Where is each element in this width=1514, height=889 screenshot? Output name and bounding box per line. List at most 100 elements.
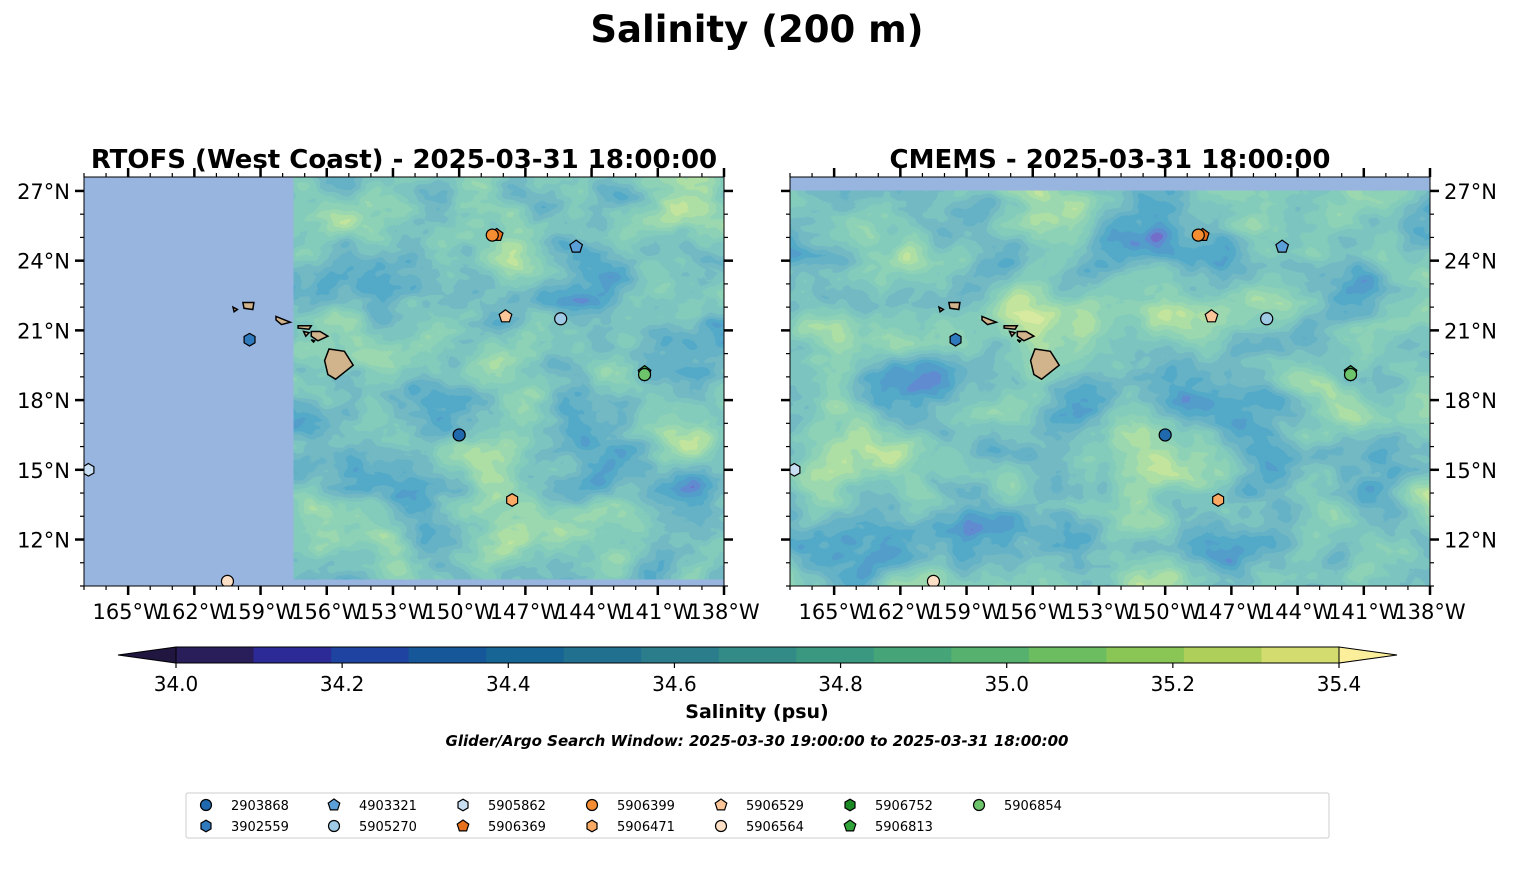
x-tick-label: 165°W [798,600,870,624]
x-tick-label: 162°W [159,600,231,624]
x-tick-label: 159°W [225,600,297,624]
x-tick-label: 162°W [865,600,937,624]
colorbar-segment [951,647,1030,663]
legend-label: 4903321 [359,799,417,814]
legend-marker-2903868 [199,798,213,812]
float-marker-5905270 [1260,312,1274,326]
colorbar: 34.0 34.2 34.4 34.6 34.8 35.0 35.2 35.4 [117,646,1398,696]
legend-marker-5906529 [714,798,728,811]
float-marker-5906471 [506,493,519,507]
legend-marker-5905862 [457,798,469,812]
x-tick-label: 165°W [92,600,164,624]
legend-label: 5906471 [617,820,675,835]
colorbar-tick-label: 34.0 [154,672,199,696]
colorbar-label: Salinity (psu) [685,701,828,723]
x-tick-label: 153°W [357,600,429,624]
legend-label: 5906564 [746,820,804,835]
island-land [1016,330,1036,342]
panel-cmems: CMEMS - 2025-03-31 18:00:00 165°W162°W159… [781,145,1497,624]
float-marker-5906399 [1191,228,1205,242]
float-marker-5906529 [498,309,513,323]
legend-marker-5906813 [843,819,857,832]
legend-marker-3902559 [200,819,212,833]
colorbar-segment [1183,647,1262,663]
float-marker-5905862 [790,462,801,477]
x-tick-label: 144°W [556,600,628,624]
colorbar-tick-label: 34.6 [652,672,697,696]
legend-label: 5906854 [1004,799,1062,814]
colorbar-segment [1106,647,1185,663]
legend: 2903868 3902559 4903321 5905270 5905862 59063… [185,792,1330,839]
legend-label: 5906752 [875,799,933,814]
island-land [275,315,293,326]
legend-frame [185,792,1330,839]
legend-marker-5906854 [972,798,986,812]
legend-marker-5906471 [586,819,598,833]
island-land [323,348,355,381]
island-land [1016,338,1022,344]
legend-label: 5905270 [359,820,417,835]
colorbar-segment [176,647,255,663]
x-tick-label: 141°W [622,600,694,624]
island-land [1029,348,1061,381]
legend-marker-5905270 [327,819,341,833]
legend-label: 5905862 [488,799,546,814]
y-tick-label: 18°N [17,389,70,413]
island-land [310,330,330,342]
float-marker-5906529 [1204,309,1219,323]
panel-title: RTOFS (West Coast) - 2025-03-31 18:00:00 [91,145,717,175]
colorbar-segment [1261,647,1340,663]
legend-marker-5906564 [714,819,728,833]
x-tick-label: 141°W [1328,600,1400,624]
island-land [241,301,255,311]
colorbar-segment [641,647,720,663]
island-land [297,324,313,330]
search-window-note: Glider/Argo Search Window: 2025-03-30 19… [446,732,1069,750]
salinity-field [790,190,1430,586]
legend-label: 5906813 [875,820,933,835]
float-marker-5906564 [220,574,235,586]
colorbar-extend-under [117,646,177,664]
y-tick-label: 24°N [17,250,70,274]
float-marker-2903868 [1158,428,1172,442]
x-tick-label: 150°W [423,600,495,624]
salinity-field [293,177,724,580]
map-frame [83,176,725,587]
x-tick-label: 147°W [490,600,562,624]
colorbar-segment [718,647,797,663]
colorbar-segment [873,647,952,663]
x-tick-label: 144°W [1262,600,1334,624]
x-tick-label: 159°W [931,600,1003,624]
float-marker-5906854 [1343,367,1358,382]
colorbar-segment [486,647,565,663]
colorbar-segment [408,647,487,663]
legend-marker-5906752 [844,798,856,812]
island-land [937,305,945,314]
legend-marker-4903321 [327,798,341,811]
y-tick-label: 18°N [1444,389,1497,413]
y-tick-label: 12°N [1444,529,1497,553]
x-tick-label: 147°W [1196,600,1268,624]
colorbar-tick-label: 35.0 [984,672,1029,696]
colorbar-segment [253,647,332,663]
island-land [1003,324,1019,330]
y-tick-label: 15°N [1444,459,1497,483]
legend-label: 5906529 [746,799,804,814]
legend-label: 3902559 [231,820,289,835]
y-tick-label: 27°N [1444,180,1497,204]
island-land [302,330,311,338]
legend-label: 2903868 [231,799,289,814]
colorbar-extend-over [1338,646,1398,664]
colorbar-segment [1028,647,1107,663]
island-land [981,315,999,326]
float-marker-5906854 [637,367,652,382]
colorbar-tick-label: 35.2 [1151,672,1196,696]
x-tick-label: 156°W [997,600,1069,624]
x-tick-label: 138°W [688,600,760,624]
x-tick-label: 138°W [1394,600,1466,624]
y-tick-label: 15°N [17,459,70,483]
float-marker-5906564 [926,574,941,586]
y-tick-label: 12°N [17,529,70,553]
colorbar-segment [563,647,642,663]
